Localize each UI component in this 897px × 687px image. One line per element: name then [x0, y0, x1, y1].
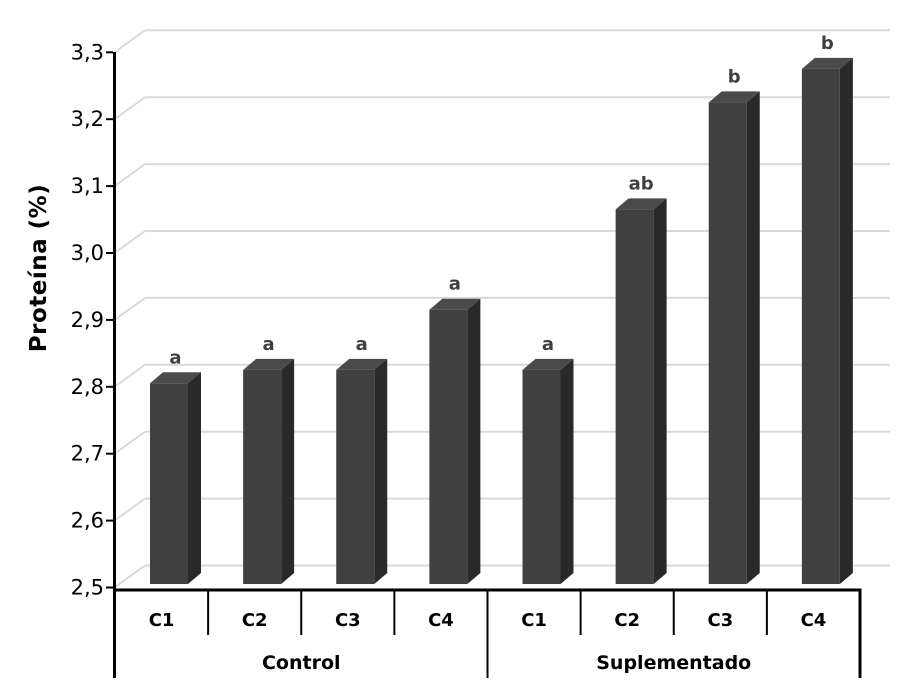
gridline-depth-connector	[113, 29, 146, 54]
significance-letter: b	[728, 66, 741, 87]
y-tick-label: 2,5	[71, 576, 104, 600]
gridline-depth-connector	[113, 497, 146, 522]
bar-top-face	[336, 358, 388, 370]
bar	[150, 383, 188, 584]
y-tick-label: 3,0	[71, 241, 104, 265]
bar-side-face	[560, 358, 574, 584]
significance-letter: a	[542, 334, 554, 355]
category-label: C2	[242, 610, 268, 631]
gridline-depth-connector	[113, 230, 146, 254]
significance-letter: a	[263, 334, 275, 355]
bar	[801, 68, 840, 585]
bar	[522, 369, 561, 584]
bar-top-face	[243, 358, 295, 370]
bar-side-face	[653, 198, 667, 585]
bar-top-face	[429, 298, 481, 310]
bar-top-face	[615, 198, 667, 210]
significance-letter: ab	[629, 173, 654, 194]
category-label: C3	[707, 610, 733, 631]
y-tick-label: 2,7	[71, 442, 104, 466]
category-label: C4	[428, 610, 454, 631]
gridline-depth-connector	[113, 430, 146, 455]
category-label: C3	[335, 610, 361, 631]
gridline-depth-connector	[113, 363, 146, 388]
bar	[336, 369, 375, 584]
significance-letter: a	[169, 347, 181, 368]
bar-side-face	[281, 358, 295, 584]
bar	[615, 209, 654, 585]
bar-top-face	[708, 91, 760, 103]
group-label: Suplementado	[596, 652, 751, 674]
bar-top-face	[150, 372, 201, 384]
y-tick-label: 3,3	[71, 40, 104, 64]
category-label: C1	[149, 610, 175, 631]
significance-letter: a	[449, 274, 461, 295]
gridline-depth-connector	[113, 96, 146, 121]
y-tick-label: 3,2	[71, 107, 104, 131]
y-tick-label: 2,6	[71, 509, 104, 533]
bar-top-face	[522, 358, 574, 370]
bar-side-face	[188, 372, 201, 584]
gridline-depth-connector	[113, 297, 146, 321]
y-tick-label: 2,8	[71, 375, 104, 399]
category-label: C4	[801, 610, 827, 631]
bar-side-face	[374, 358, 388, 584]
category-label: C1	[521, 610, 547, 631]
category-label: C2	[614, 610, 640, 631]
group-label: Control	[262, 652, 341, 674]
significance-letter: a	[356, 334, 368, 355]
bar-top-face	[801, 57, 853, 69]
bar	[243, 369, 282, 584]
bar-side-face	[467, 298, 481, 584]
bar-side-face	[746, 91, 760, 584]
gridline-depth-connector	[113, 564, 146, 589]
y-tick-label: 2,9	[71, 308, 104, 332]
y-tick-label: 3,1	[71, 174, 104, 198]
significance-letter: b	[821, 33, 834, 54]
gridline-depth-connector	[113, 163, 146, 187]
bar	[429, 309, 468, 584]
bar	[708, 102, 747, 584]
bar-side-face	[839, 57, 853, 585]
